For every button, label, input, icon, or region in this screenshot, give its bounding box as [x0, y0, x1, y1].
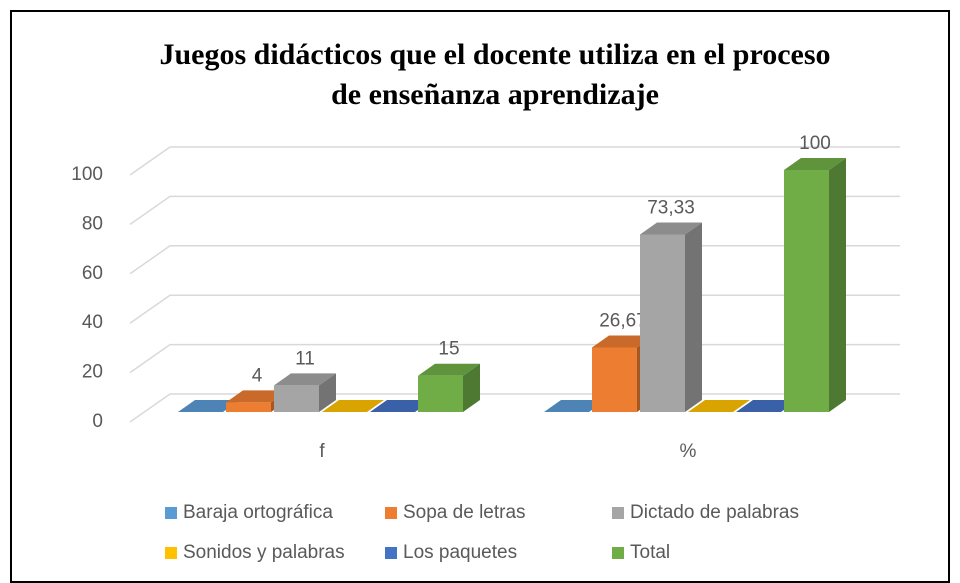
legend-swatch — [612, 507, 624, 519]
bar-face — [640, 222, 702, 235]
bar-face — [418, 375, 463, 412]
legend-swatch — [165, 547, 177, 559]
bar-face — [418, 363, 480, 376]
bar-face — [784, 170, 829, 412]
grid-line — [129, 195, 900, 226]
legend-label: Baraja ortográfica — [183, 502, 333, 523]
bar — [274, 373, 336, 412]
legend-swatch — [385, 547, 397, 559]
bar-face — [370, 400, 432, 412]
bar-face — [544, 400, 606, 412]
legend-label: Los paquetes — [403, 542, 517, 563]
legend-swatch — [612, 547, 624, 559]
chart-title: Juegos didácticos que el docente utiliza… — [159, 38, 830, 71]
y-tick-label: 60 — [82, 263, 103, 284]
bar — [688, 400, 750, 412]
legend-label: Sopa de letras — [403, 502, 526, 523]
bar-face — [463, 363, 480, 412]
y-tick-label: 80 — [82, 213, 103, 234]
bar-face — [226, 402, 271, 412]
bar — [370, 400, 432, 412]
data-label: 11 — [295, 348, 315, 369]
bar-face — [592, 335, 654, 348]
y-tick-label: 20 — [82, 362, 103, 383]
bar-face — [226, 390, 288, 403]
legend-label: Dictado de palabras — [630, 502, 799, 523]
bar — [736, 400, 798, 412]
legend-label: Sonidos y palabras — [183, 542, 345, 563]
legend-label: Total — [630, 542, 670, 563]
y-tick-label: 100 — [71, 164, 103, 185]
bar — [640, 222, 702, 412]
y-tick-label: 0 — [92, 411, 103, 432]
bar-face — [688, 400, 750, 412]
bar-face — [640, 234, 685, 412]
bar-face — [736, 400, 798, 412]
x-tick-label: f — [319, 441, 325, 462]
bar-face — [592, 347, 637, 412]
data-label: 26,67 — [599, 310, 647, 331]
data-label: 15 — [438, 339, 459, 360]
data-label: 4 — [252, 365, 263, 386]
bar-face — [322, 400, 384, 412]
bar-face — [829, 158, 846, 412]
y-tick-label: 40 — [82, 312, 103, 333]
bar — [322, 400, 384, 412]
bar — [784, 158, 846, 412]
data-label: 100 — [799, 133, 831, 154]
bar-face — [319, 373, 336, 412]
grid-line — [129, 146, 900, 176]
bar — [544, 400, 606, 412]
chart-title: de enseñanza aprendizaje — [331, 78, 659, 111]
bar-face — [784, 158, 846, 170]
bar — [418, 363, 480, 412]
bar-face — [685, 222, 702, 412]
bar-face — [274, 373, 336, 386]
bar-face — [274, 385, 319, 412]
x-tick-label: % — [680, 441, 697, 462]
data-label: 73,33 — [647, 198, 695, 219]
legend-swatch — [165, 507, 177, 519]
bar-face — [178, 400, 240, 412]
bar — [178, 400, 240, 412]
legend-swatch — [385, 507, 397, 519]
